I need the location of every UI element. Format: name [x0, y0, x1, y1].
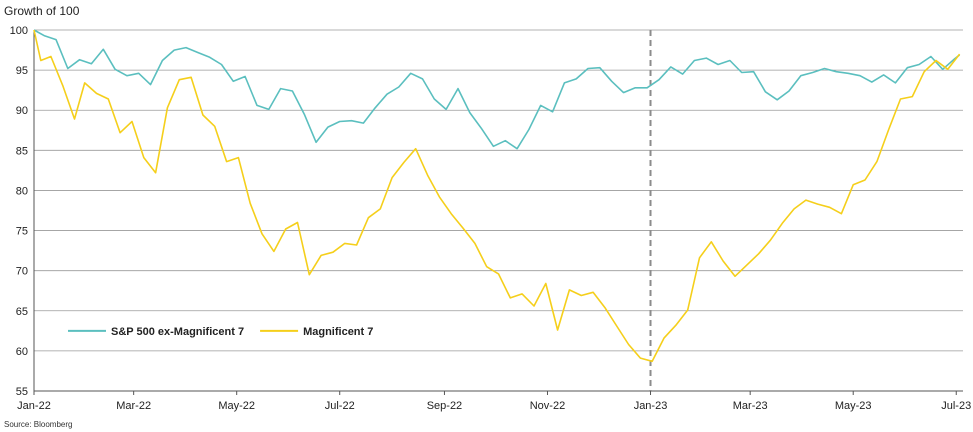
y-tick-label-70: 70 — [16, 266, 28, 278]
y-tick-label-65: 65 — [16, 306, 28, 318]
y-axis-title: Growth of 100 — [4, 4, 80, 18]
x-tick-label-Jul-22: Jul-22 — [325, 400, 355, 412]
y-tick-label-90: 90 — [16, 105, 28, 117]
y-tick-label-80: 80 — [16, 185, 28, 197]
y-tick-label-60: 60 — [16, 346, 28, 358]
legend-label-0: S&P 500 ex-Magnificent 7 — [111, 326, 244, 338]
legend-label-1: Magnificent 7 — [303, 326, 373, 338]
y-tick-label-95: 95 — [16, 65, 28, 77]
y-tick-label-85: 85 — [16, 145, 28, 157]
source-note: Source: Bloomberg — [4, 420, 73, 429]
x-tick-label-Nov-22: Nov-22 — [530, 400, 565, 412]
y-tick-label-100: 100 — [10, 25, 28, 37]
x-tick-label-Mar-22: Mar-22 — [116, 400, 151, 412]
y-tick-label-75: 75 — [16, 226, 28, 238]
series-line-1 — [33, 29, 961, 363]
y-tick-label-55: 55 — [16, 386, 28, 398]
x-tick-label-Jul-23: Jul-23 — [941, 400, 971, 412]
x-tick-label-Jan-23: Jan-23 — [634, 400, 668, 412]
x-tick-label-Sep-22: Sep-22 — [427, 400, 462, 412]
x-tick-label-May-22: May-22 — [218, 400, 255, 412]
x-tick-label-Jan-22: Jan-22 — [17, 400, 51, 412]
x-tick-label-May-23: May-23 — [835, 400, 872, 412]
series-line-0 — [33, 29, 961, 150]
x-tick-label-Mar-23: Mar-23 — [733, 400, 768, 412]
